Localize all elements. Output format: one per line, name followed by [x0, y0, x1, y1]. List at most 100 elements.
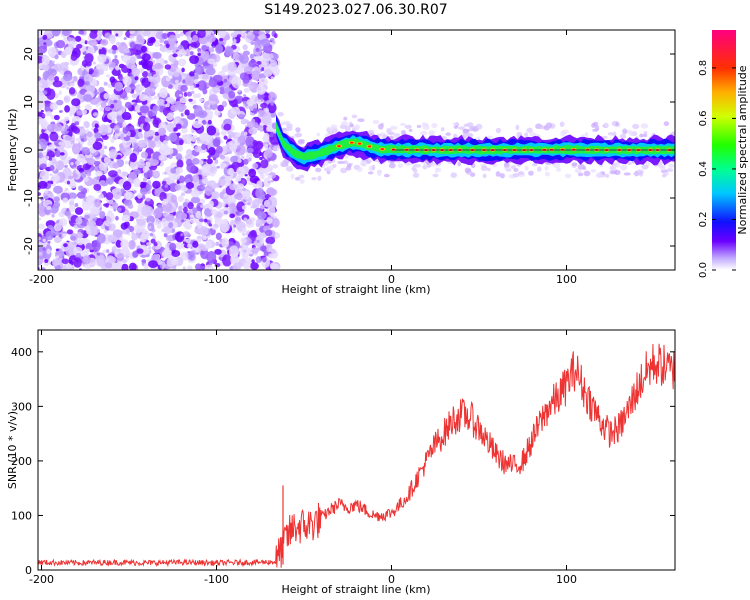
- noise-speckle: [142, 70, 149, 78]
- halo-speckle: [428, 130, 435, 136]
- noise-speckle: [265, 30, 271, 34]
- halo-speckle: [356, 166, 363, 173]
- noise-speckle: [187, 243, 192, 249]
- noise-speckle: [189, 51, 194, 56]
- noise-speckle: [240, 155, 245, 160]
- snr-ytick-tick-label: 400: [11, 346, 32, 359]
- noise-speckle: [164, 135, 171, 141]
- noise-speckle: [62, 73, 73, 82]
- noise-speckle: [55, 39, 66, 49]
- snr-xtick-tick-label: 0: [388, 573, 395, 586]
- noise-speckle: [223, 78, 228, 83]
- noise-speckle: [187, 189, 191, 194]
- noise-speckle: [263, 132, 270, 140]
- noise-speckle: [151, 73, 161, 84]
- noise-speckle: [193, 79, 199, 85]
- noise-speckle: [255, 47, 260, 52]
- noise-speckle: [189, 84, 195, 91]
- noise-speckle: [147, 260, 158, 269]
- halo-speckle: [556, 167, 562, 172]
- noise-speckle: [121, 145, 132, 157]
- noise-speckle: [152, 105, 160, 112]
- noise-speckle: [230, 254, 240, 265]
- noise-speckle: [258, 31, 264, 35]
- halo-speckle: [353, 125, 358, 131]
- noise-speckle: [81, 109, 88, 115]
- noise-speckle: [220, 221, 230, 233]
- noise-speckle: [267, 54, 274, 59]
- halo-speckle: [450, 172, 458, 178]
- noise-speckle: [59, 152, 65, 156]
- halo-speckle: [495, 171, 501, 177]
- noise-speckle: [108, 223, 116, 232]
- noise-speckle: [136, 219, 146, 227]
- noise-speckle: [161, 261, 166, 267]
- noise-speckle: [256, 180, 263, 189]
- noise-speckle: [213, 170, 217, 175]
- snr-series-line: [38, 343, 675, 568]
- noise-speckle: [94, 132, 102, 139]
- noise-speckle: [72, 167, 77, 170]
- noise-speckle: [178, 205, 183, 212]
- noise-speckle: [172, 53, 178, 58]
- noise-speckle: [53, 114, 60, 121]
- noise-speckle: [181, 243, 185, 246]
- noise-speckle: [90, 228, 97, 237]
- noise-speckle: [89, 249, 94, 253]
- noise-speckle: [228, 167, 235, 176]
- noise-speckle: [63, 243, 68, 248]
- noise-speckle: [112, 50, 117, 55]
- noise-speckle: [176, 159, 184, 169]
- halo-speckle: [445, 132, 451, 136]
- noise-speckle: [212, 138, 221, 148]
- noise-speckle: [260, 245, 267, 252]
- halo-speckle: [295, 132, 303, 138]
- noise-speckle: [170, 167, 178, 174]
- noise-speckle: [251, 259, 255, 264]
- noise-speckle: [44, 189, 48, 194]
- noise-speckle: [38, 251, 43, 256]
- noise-speckle: [141, 53, 151, 62]
- halo-speckle: [524, 132, 529, 138]
- noise-speckle: [176, 180, 180, 185]
- noise-speckle: [198, 218, 204, 222]
- noise-speckle: [168, 250, 172, 254]
- halo-speckle: [609, 165, 616, 171]
- noise-speckle: [168, 222, 174, 229]
- noise-speckle: [81, 146, 90, 155]
- noise-speckle: [256, 239, 260, 243]
- noise-speckle: [38, 217, 42, 221]
- noise-speckle: [124, 199, 133, 207]
- noise-speckle: [42, 247, 46, 251]
- snr-ytick-tick-label: 0: [25, 564, 32, 577]
- noise-speckle: [103, 156, 110, 164]
- noise-speckle: [186, 265, 193, 270]
- noise-speckle: [67, 175, 74, 180]
- noise-speckle: [153, 207, 163, 219]
- noise-speckle: [233, 38, 237, 44]
- noise-speckle: [38, 111, 43, 117]
- noise-speckle: [223, 135, 228, 140]
- noise-speckle: [197, 110, 208, 119]
- noise-speckle: [197, 80, 207, 91]
- noise-speckle: [40, 109, 44, 113]
- noise-speckle: [236, 166, 246, 175]
- halo-speckle: [377, 169, 383, 174]
- noise-speckle: [227, 62, 237, 72]
- noise-speckle: [170, 194, 178, 203]
- noise-speckle: [129, 30, 135, 35]
- noise-speckle: [237, 177, 242, 182]
- noise-speckle: [252, 163, 259, 169]
- noise-speckle: [38, 99, 46, 109]
- noise-speckle: [211, 55, 217, 60]
- noise-speckle: [139, 133, 144, 139]
- noise-speckle: [71, 98, 81, 107]
- noise-speckle: [98, 124, 109, 136]
- noise-speckle: [121, 111, 132, 121]
- noise-speckle: [63, 189, 67, 193]
- noise-speckle: [184, 198, 189, 203]
- noise-speckle: [166, 112, 174, 121]
- noise-speckle: [42, 238, 46, 243]
- halo-speckle: [371, 164, 376, 171]
- noise-speckle: [38, 236, 42, 241]
